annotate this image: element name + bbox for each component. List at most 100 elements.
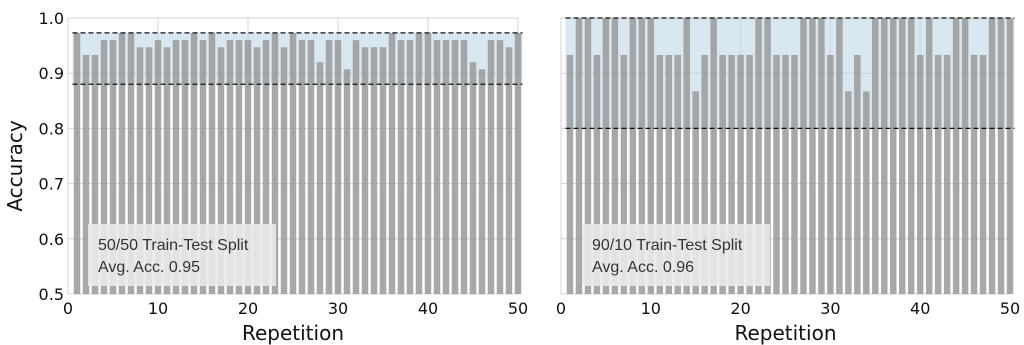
- bar: [235, 40, 243, 294]
- bar: [755, 18, 762, 294]
- bar: [728, 54, 735, 294]
- bar: [764, 18, 771, 294]
- bar: [334, 40, 342, 294]
- bar: [952, 18, 960, 294]
- bar: [620, 54, 628, 294]
- bar: [379, 47, 387, 295]
- annotation-text: 50/50 Train-Test Split: [98, 237, 249, 254]
- bar: [82, 54, 90, 294]
- x-tick-label: 0: [63, 299, 73, 318]
- bar: [737, 54, 744, 294]
- bar: [298, 40, 306, 294]
- x-tick-label: 50: [508, 299, 528, 318]
- bar: [100, 40, 108, 294]
- bar: [881, 18, 888, 294]
- bar: [782, 54, 789, 294]
- bar: [988, 18, 996, 294]
- annotation-box: [88, 224, 276, 286]
- bar: [674, 54, 681, 294]
- bar: [961, 18, 969, 294]
- bar: [514, 32, 522, 295]
- y-tick-label: 0.8: [39, 119, 64, 138]
- bar: [845, 91, 852, 294]
- bar: [979, 54, 987, 294]
- bar: [505, 47, 513, 295]
- bar: [611, 18, 619, 294]
- bar: [943, 54, 951, 294]
- left-chart-panel: 50/50 Train-Test Split Avg. Acc. 0.95 0 10 2…: [39, 9, 529, 345]
- bar: [629, 18, 637, 294]
- right-chart-panel: 90/10 Train-Test Split Avg. Acc. 0.96 0 10 2…: [556, 17, 1020, 345]
- y-axis-label: Accuracy: [3, 120, 27, 211]
- bar: [118, 32, 126, 295]
- bar: [145, 47, 153, 295]
- bar: [997, 18, 1005, 294]
- bar: [602, 18, 610, 294]
- bar: [154, 40, 162, 294]
- bar: [316, 62, 324, 294]
- bar: [397, 40, 405, 294]
- bar: [217, 47, 225, 295]
- bar: [199, 40, 207, 294]
- bar: [487, 40, 495, 294]
- bar: [442, 40, 450, 294]
- bar: [854, 54, 861, 294]
- bar: [172, 40, 180, 294]
- bar: [916, 54, 924, 294]
- bar: [325, 40, 333, 294]
- x-tick-label: 20: [730, 299, 750, 318]
- bar: [692, 91, 699, 294]
- bar: [656, 54, 664, 294]
- bar: [818, 18, 825, 294]
- bar: [496, 40, 504, 294]
- x-axis-label: Repetition: [242, 321, 344, 345]
- bar: [746, 54, 753, 294]
- bar: [827, 54, 834, 294]
- bar: [343, 69, 351, 294]
- annotation-box: [582, 224, 770, 286]
- bar: [352, 40, 360, 294]
- x-tick-label: 30: [328, 299, 348, 318]
- bar: [773, 54, 780, 294]
- bar: [289, 32, 297, 295]
- bar: [226, 40, 234, 294]
- bar: [451, 40, 459, 294]
- bar: [970, 54, 978, 294]
- bar: [109, 40, 117, 294]
- bar: [934, 54, 942, 294]
- bar: [469, 62, 477, 294]
- bar: [872, 18, 879, 294]
- bar: [791, 54, 798, 294]
- annotation-text: 90/10 Train-Test Split: [592, 237, 743, 254]
- bar: [890, 18, 897, 294]
- bar: [899, 18, 906, 294]
- x-tick-label: 30: [820, 299, 840, 318]
- bar: [683, 18, 690, 294]
- x-tick-label: 40: [910, 299, 930, 318]
- bar: [575, 18, 583, 294]
- bar: [433, 40, 441, 294]
- x-tick-label: 40: [418, 299, 438, 318]
- bar: [127, 32, 135, 295]
- bar: [253, 47, 261, 295]
- bar: [370, 47, 378, 295]
- bar: [638, 18, 646, 294]
- bar: [388, 32, 396, 295]
- bar: [181, 40, 189, 294]
- bar: [361, 47, 369, 295]
- bar: [262, 40, 270, 294]
- bar: [925, 18, 933, 294]
- y-tick-label: 0.5: [39, 285, 64, 304]
- x-tick-label: 10: [148, 299, 168, 318]
- y-tick-label: 0.9: [39, 64, 64, 83]
- bar: [800, 18, 807, 294]
- bar: [424, 32, 432, 295]
- bar: [701, 54, 708, 294]
- x-tick-label: 0: [556, 299, 566, 318]
- bar: [478, 69, 486, 294]
- y-tick-label: 1.0: [39, 9, 64, 28]
- bar: [1006, 18, 1014, 294]
- bar: [190, 32, 198, 295]
- bar: [415, 32, 423, 295]
